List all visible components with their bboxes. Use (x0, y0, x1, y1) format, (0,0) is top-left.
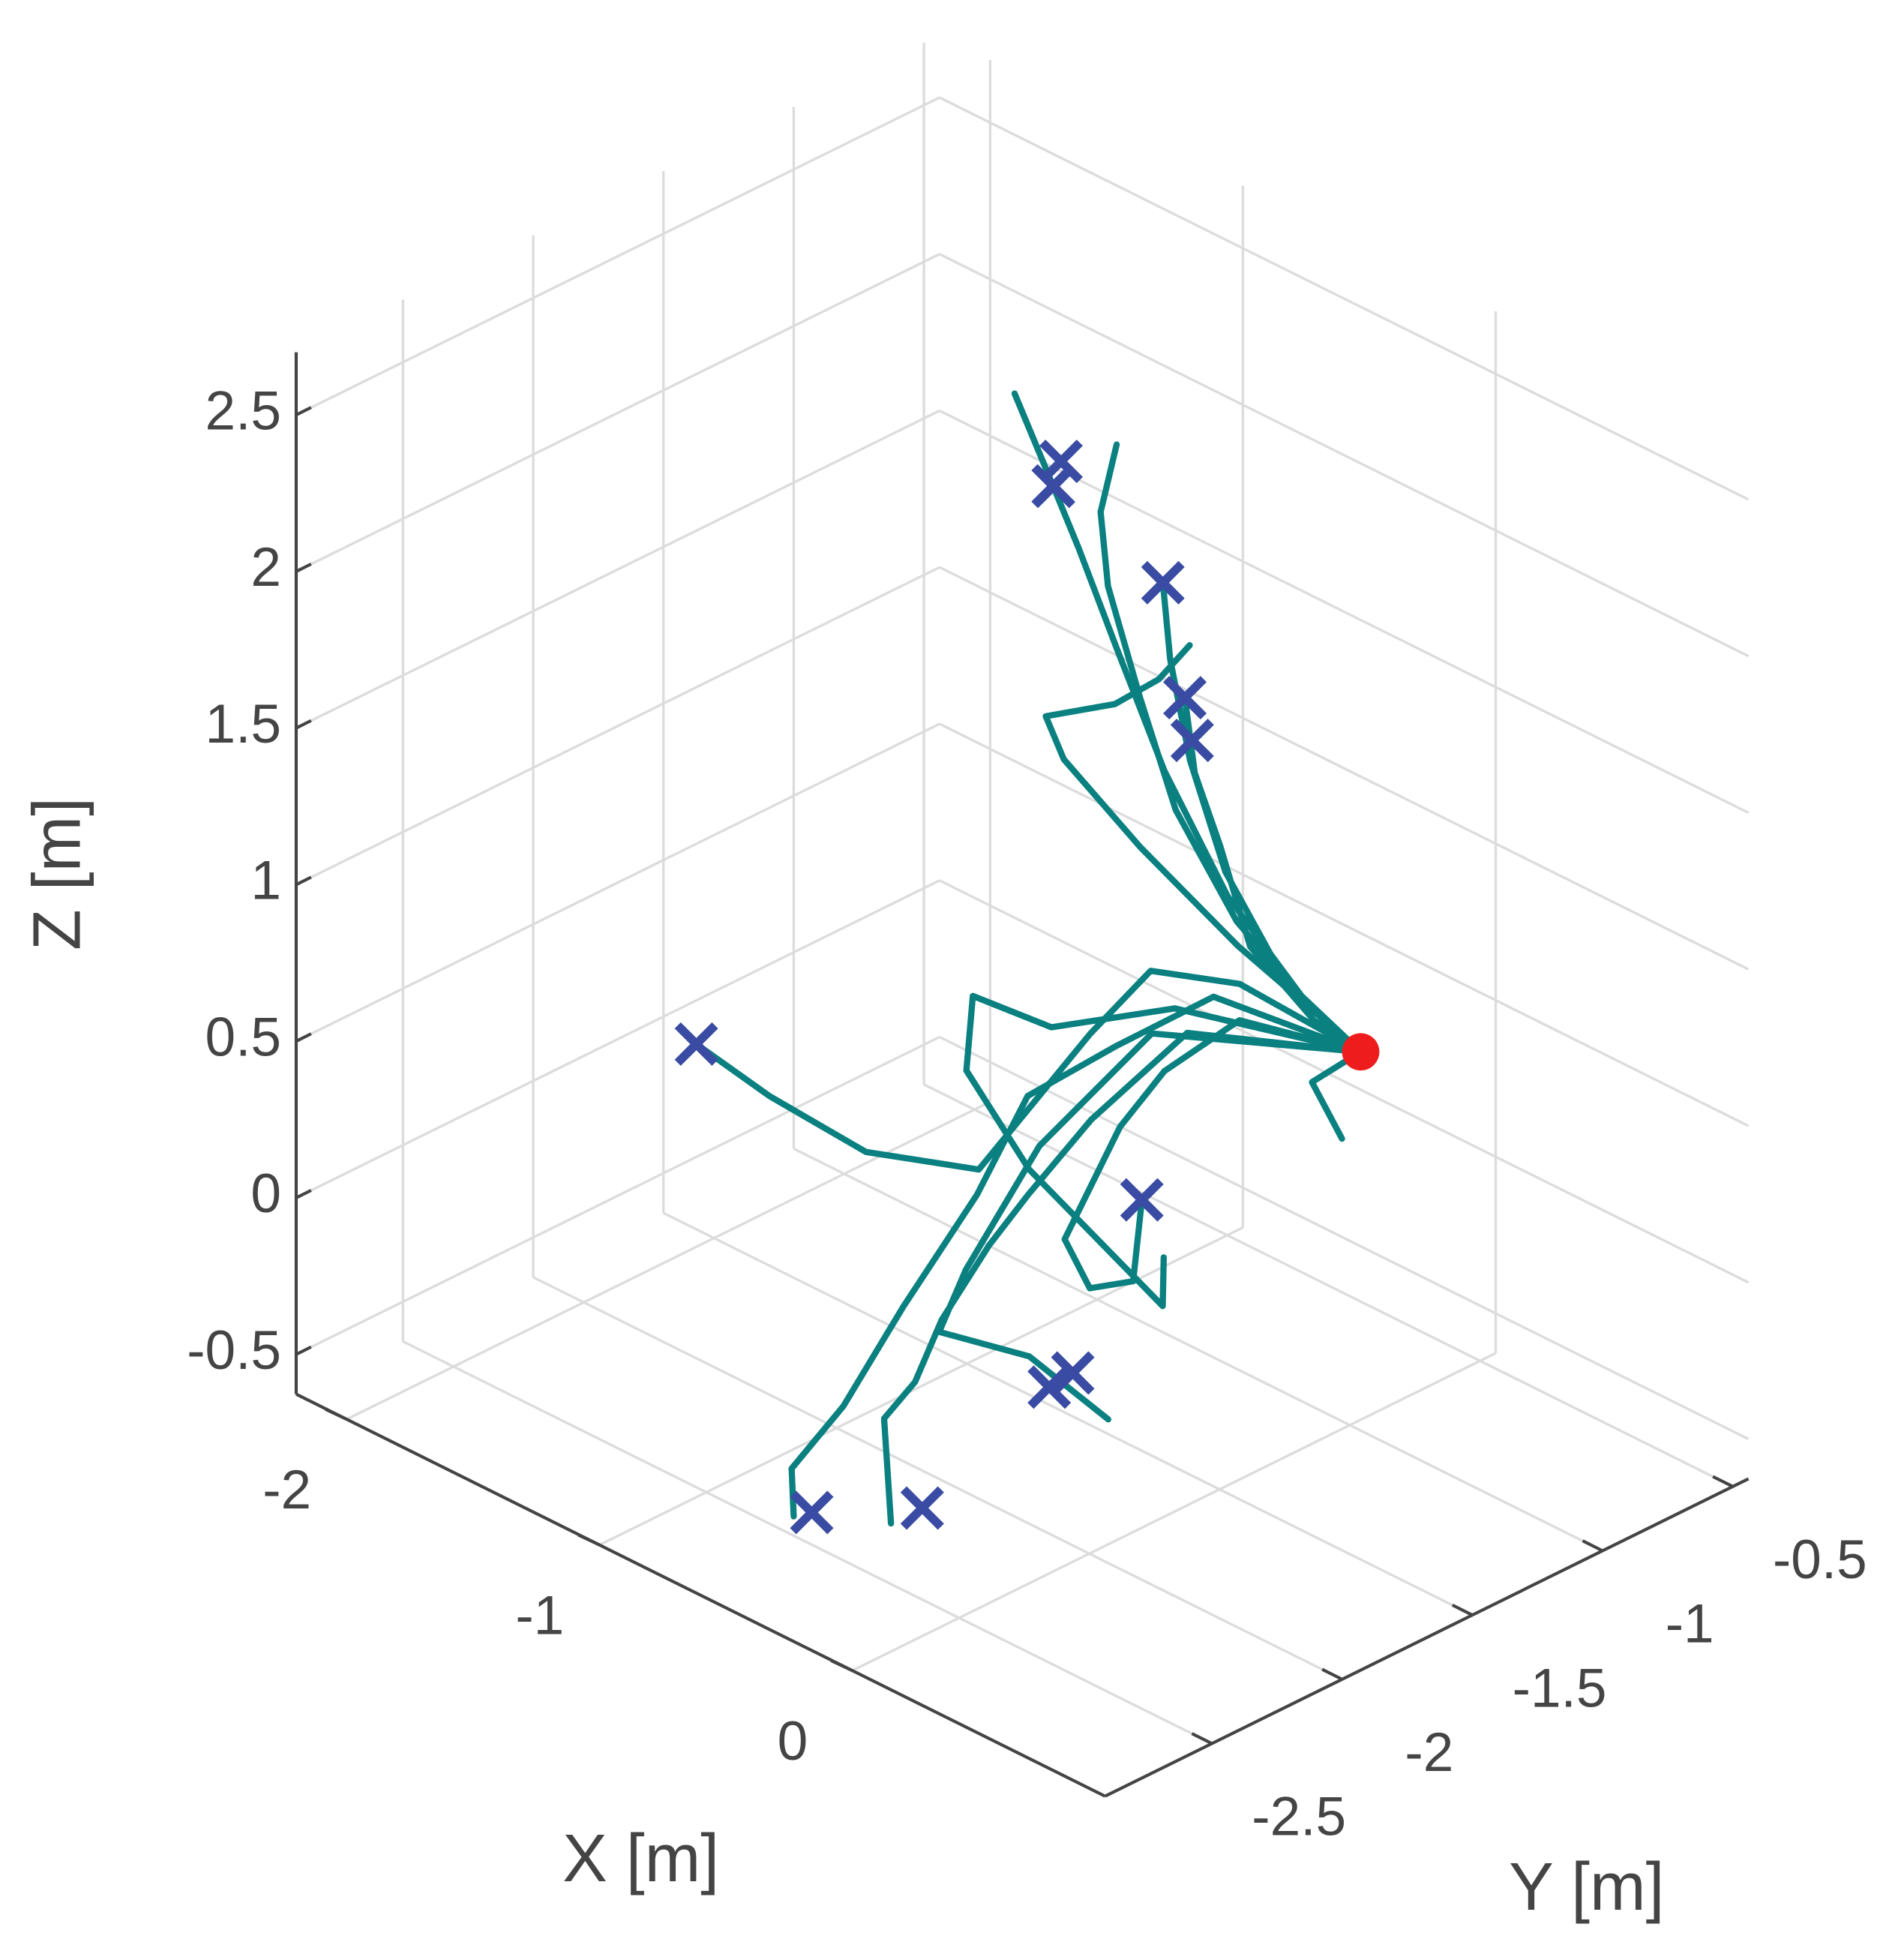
x-tick-label: -1 (515, 1586, 564, 1646)
trajectory (963, 992, 1364, 1310)
grid-line (939, 1035, 1750, 1440)
y-tick (1321, 1667, 1343, 1681)
end-marker (1031, 464, 1075, 509)
end-marker (1170, 719, 1214, 763)
end-marker (1039, 440, 1083, 484)
end-marker (1120, 1178, 1164, 1222)
grid-line (939, 879, 1750, 1284)
end-marker (1141, 560, 1185, 605)
grid-line (939, 96, 1750, 501)
z-tick (295, 1345, 312, 1356)
x-tick (830, 1659, 853, 1673)
x-axis (295, 1392, 1106, 1798)
x-axis-label: X [m] (562, 1820, 719, 1895)
grid-line (346, 1100, 991, 1421)
trajectory (880, 1029, 1364, 1527)
y-tick-label: -1 (1666, 1594, 1714, 1655)
grid-line (939, 566, 1750, 971)
y-tick-label: -2 (1405, 1722, 1453, 1783)
z-tick-label: 2 (250, 537, 281, 598)
end-marker (1163, 676, 1207, 720)
y-axis (1104, 1477, 1750, 1798)
grid-line (295, 722, 940, 1043)
grid-line (295, 566, 940, 886)
y-tick (1712, 1475, 1734, 1488)
trajectory (1061, 1017, 1364, 1292)
z-tick-label: 1.5 (205, 694, 281, 755)
trajectory (693, 968, 1364, 1173)
grid-line (402, 1340, 1213, 1745)
grid-line (851, 1352, 1497, 1672)
z-tick (295, 1189, 312, 1199)
y-axis-label: Y [m] (1509, 1849, 1664, 1924)
end-marker (790, 1490, 834, 1535)
trajectory (1159, 579, 1364, 1055)
grid-line (662, 1211, 1474, 1616)
trajectory (1042, 642, 1364, 1055)
y-tick-label: -1.5 (1513, 1658, 1607, 1718)
trajectory (936, 1030, 1364, 1423)
z-tick (295, 1032, 312, 1043)
x-tick (325, 1407, 348, 1421)
y-tick (1451, 1603, 1474, 1616)
y-tick-label: -2.5 (1252, 1787, 1346, 1847)
z-tick-label: 0.5 (205, 1007, 281, 1067)
trajectory (1309, 1049, 1364, 1142)
x-tick-label: -2 (262, 1460, 311, 1520)
trajectory (788, 993, 1364, 1520)
grid-line (295, 879, 940, 1199)
grid-line (532, 1276, 1343, 1681)
grid-line (295, 253, 940, 573)
z-tick-label: 0 (250, 1163, 281, 1224)
x-tick (577, 1533, 601, 1547)
grid-line (793, 1147, 1603, 1552)
grid-line (939, 253, 1750, 658)
y-tick-label: -0.5 (1773, 1529, 1867, 1590)
z-tick (295, 406, 312, 417)
z-tick (295, 875, 312, 887)
z-tick-label: -0.5 (187, 1320, 281, 1381)
y-tick (1582, 1539, 1603, 1553)
end-marker (900, 1486, 944, 1530)
end-marker (674, 1022, 718, 1066)
grid-line (923, 1083, 1734, 1488)
x-tick-label: 0 (778, 1711, 808, 1772)
grid-line (939, 722, 1750, 1127)
grid-line (295, 1035, 940, 1356)
z-axis-label: Z [m] (19, 797, 94, 950)
z-tick-label: 2.5 (205, 380, 281, 441)
trajectory (1181, 695, 1364, 1055)
y-tick (1191, 1732, 1213, 1745)
z-tick-label: 1 (250, 851, 281, 911)
start-marker (1342, 1033, 1380, 1071)
z-tick (295, 719, 312, 730)
z-tick (295, 563, 312, 573)
grid-line (295, 96, 940, 416)
end-marker (1027, 1365, 1072, 1409)
end-marker (1051, 1351, 1095, 1395)
trajectory (1097, 441, 1364, 1055)
grid-line (295, 409, 940, 730)
